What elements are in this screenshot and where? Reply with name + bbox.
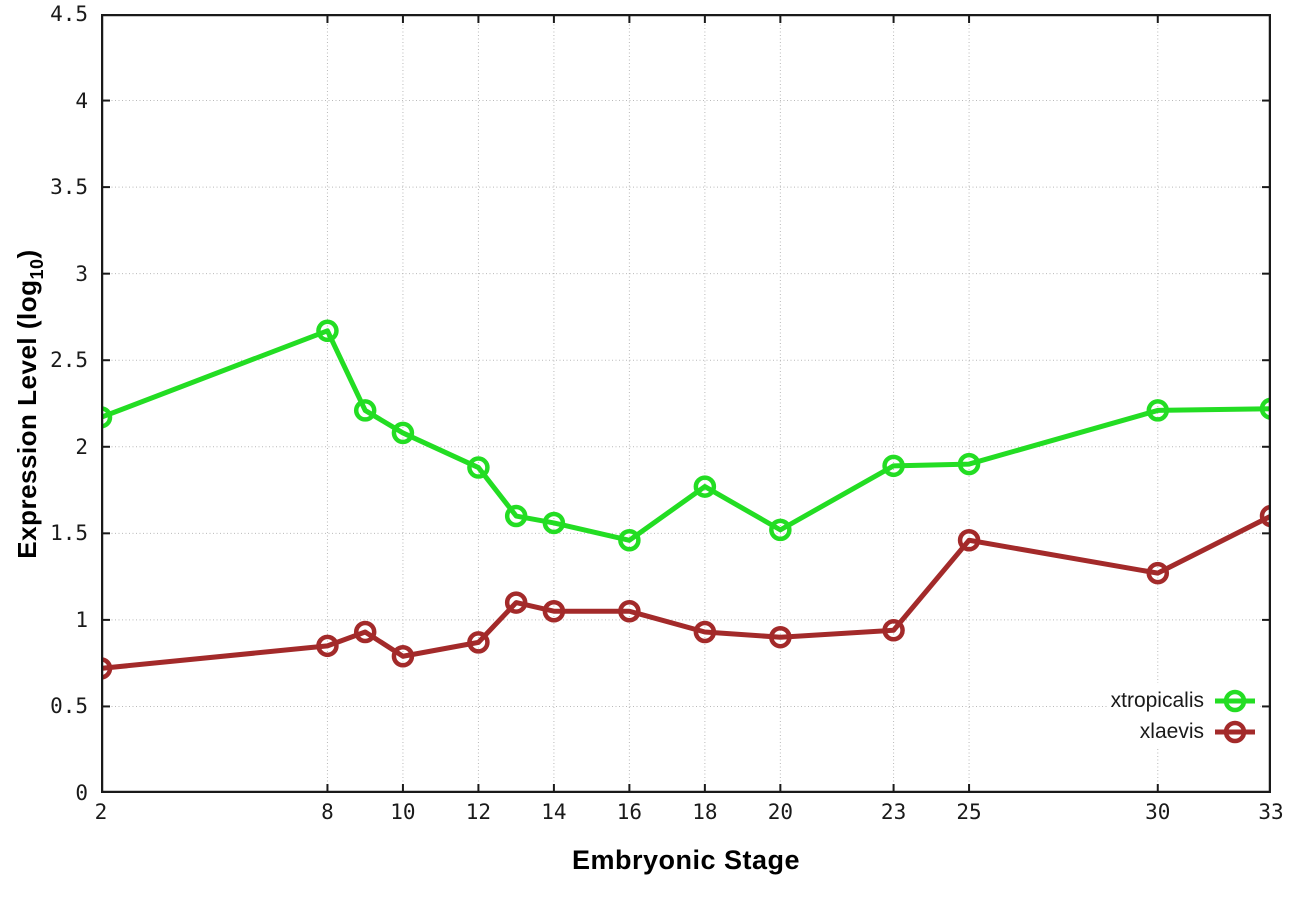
- x-axis-title: Embryonic Stage: [571, 845, 801, 875]
- x-tick-label: 30: [1145, 800, 1171, 824]
- line-circle-marker-icon: [1215, 689, 1255, 712]
- line-circle-marker-icon: [1215, 720, 1255, 743]
- x-tick-label: 12: [465, 800, 492, 824]
- y-tick-label: 2.5: [50, 348, 88, 373]
- legend-label: xlaevis: [1139, 719, 1204, 743]
- x-tick-label: 23: [880, 800, 907, 824]
- x-tick-label: 33: [1258, 800, 1284, 824]
- x-tick-label: 25: [956, 800, 982, 824]
- y-tick-label: 0: [75, 781, 88, 805]
- y-axis-title-subscript: 10: [27, 258, 47, 280]
- legend-label: xtropicalis: [1110, 688, 1204, 712]
- legend-entry-xtropicalis: xtropicalis: [1111, 685, 1256, 716]
- x-tick-label: 2: [94, 800, 108, 824]
- x-tick-label: 20: [767, 800, 793, 824]
- y-tick-label: 0.5: [50, 694, 88, 719]
- x-tick-label: 10: [390, 800, 416, 824]
- y-tick-label: 2: [75, 434, 88, 459]
- y-tick-label: 1.5: [50, 521, 88, 546]
- legend-entry-xlaevis: xlaevis: [1111, 716, 1256, 747]
- legend: xtropicalis xlaevis: [1106, 683, 1260, 749]
- y-axis-title-suffix: ): [12, 249, 42, 259]
- y-tick-label: 3.5: [50, 175, 88, 200]
- y-tick-label: 1: [75, 607, 88, 632]
- x-tick-label: 16: [616, 800, 643, 824]
- plot-area: [101, 14, 1271, 793]
- y-axis-title-prefix: Expression Level (log: [12, 279, 42, 559]
- y-tick-label: 3: [75, 261, 88, 286]
- x-tick-label: 8: [321, 800, 334, 824]
- x-tick-label: 14: [541, 800, 567, 824]
- x-tick-label: 18: [692, 800, 718, 824]
- y-tick-label: 4: [75, 88, 88, 113]
- y-tick-label: 4.5: [50, 2, 88, 26]
- y-axis-title: Expression Level (log10): [12, 249, 48, 558]
